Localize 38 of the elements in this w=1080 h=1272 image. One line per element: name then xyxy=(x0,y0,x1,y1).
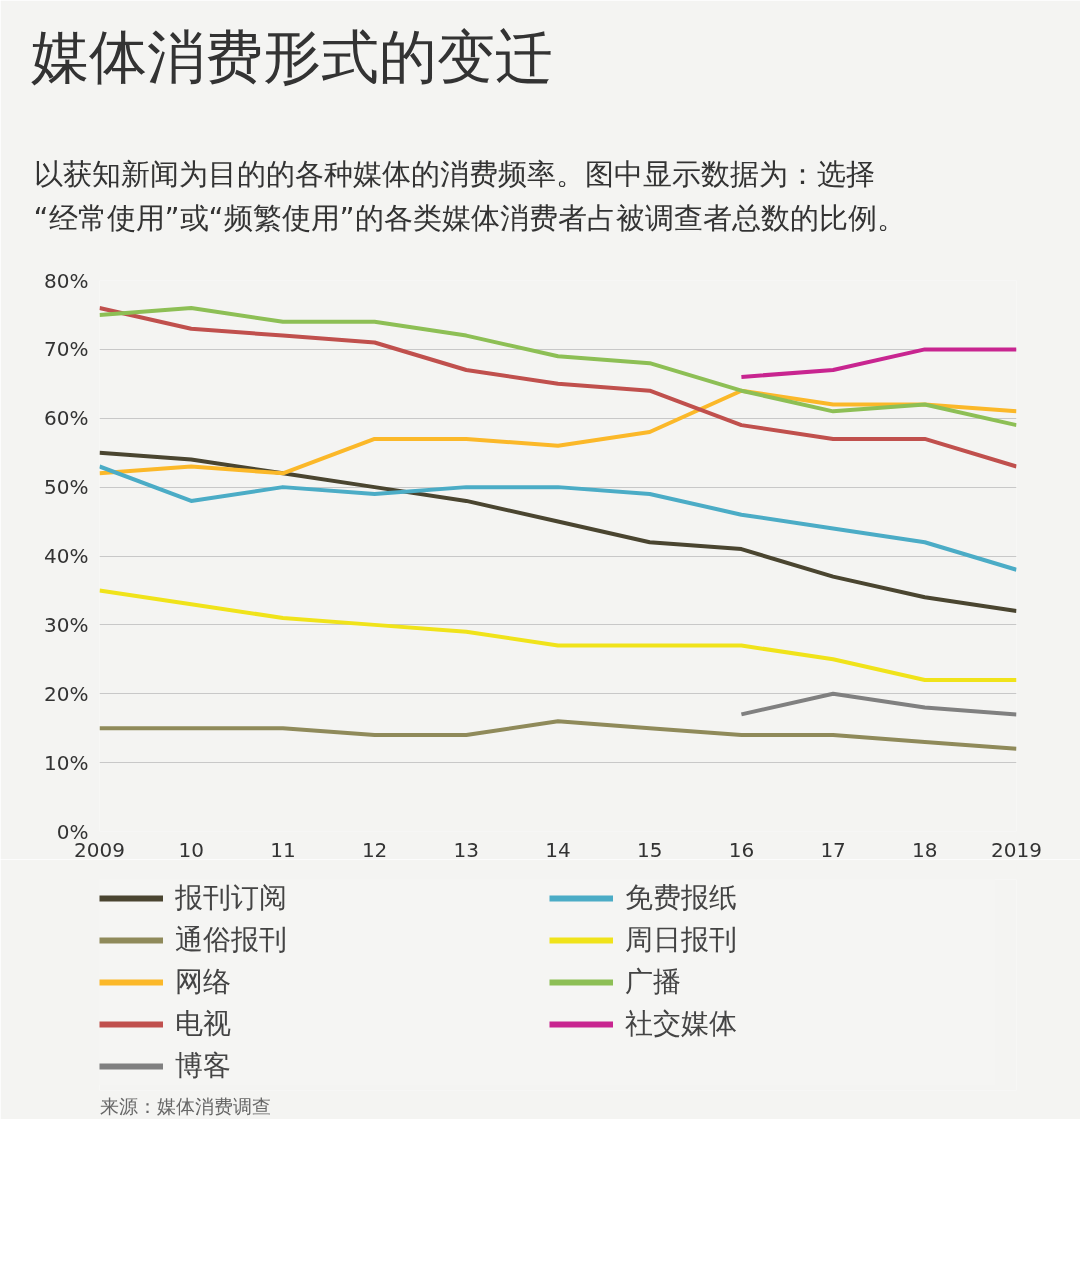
y-tick-label: 70% xyxy=(44,337,89,362)
x-tick-label: 10 xyxy=(178,837,204,862)
line-series xyxy=(99,464,1017,572)
legend-label: 报刊订阅 xyxy=(175,880,288,916)
y-tick-label: 60% xyxy=(44,406,89,431)
x-tick-label: 13 xyxy=(453,837,480,862)
y-tick-label: 20% xyxy=(44,681,89,706)
chart-title: 媒体消费形式的变迁 xyxy=(30,22,553,91)
x-tick-label: 16 xyxy=(728,837,755,862)
line-series xyxy=(99,306,1017,469)
x-tick-label: 2019 xyxy=(991,837,1042,862)
y-tick-label: 30% xyxy=(44,612,89,637)
y-tick-label: 80% xyxy=(44,268,89,293)
x-tick-label: 18 xyxy=(912,837,938,862)
x-tick-label: 12 xyxy=(361,837,388,862)
line-series xyxy=(99,719,1017,751)
y-tick-label: 40% xyxy=(44,544,89,568)
y-tick-label: 50% xyxy=(44,475,89,500)
line-series xyxy=(99,306,1017,428)
legend-label: 通俗报刊 xyxy=(175,922,288,958)
legend-label: 网络 xyxy=(175,964,232,1000)
line-series xyxy=(99,588,1017,682)
line-series xyxy=(99,450,1017,614)
legend-label: 周日报刊 xyxy=(625,922,738,958)
y-tick-label: 10% xyxy=(44,750,89,775)
line-series xyxy=(99,388,1017,476)
y-tick-label: 0% xyxy=(56,819,89,844)
legend-label: 社交媒体 xyxy=(625,1006,738,1042)
legend-label: 广播 xyxy=(625,964,682,1000)
legend-label: 电视 xyxy=(175,1006,232,1042)
x-tick-label: 11 xyxy=(270,837,296,862)
source-note: 来源：媒体消费调查 xyxy=(99,1095,271,1117)
legend-label: 免费报纸 xyxy=(625,880,738,916)
x-tick-label: 17 xyxy=(820,837,846,862)
x-tick-label: 14 xyxy=(545,837,571,862)
chart-subtitle: 以获知新闻为目的的各种媒体的消费频率。图中显示数据为：选择“经常使用”或“频繁使用”的各类媒体消费者占被调查者总数的比例。 xyxy=(33,157,906,236)
legend-label: 博客 xyxy=(175,1048,232,1084)
x-tick-label: 15 xyxy=(636,837,663,862)
